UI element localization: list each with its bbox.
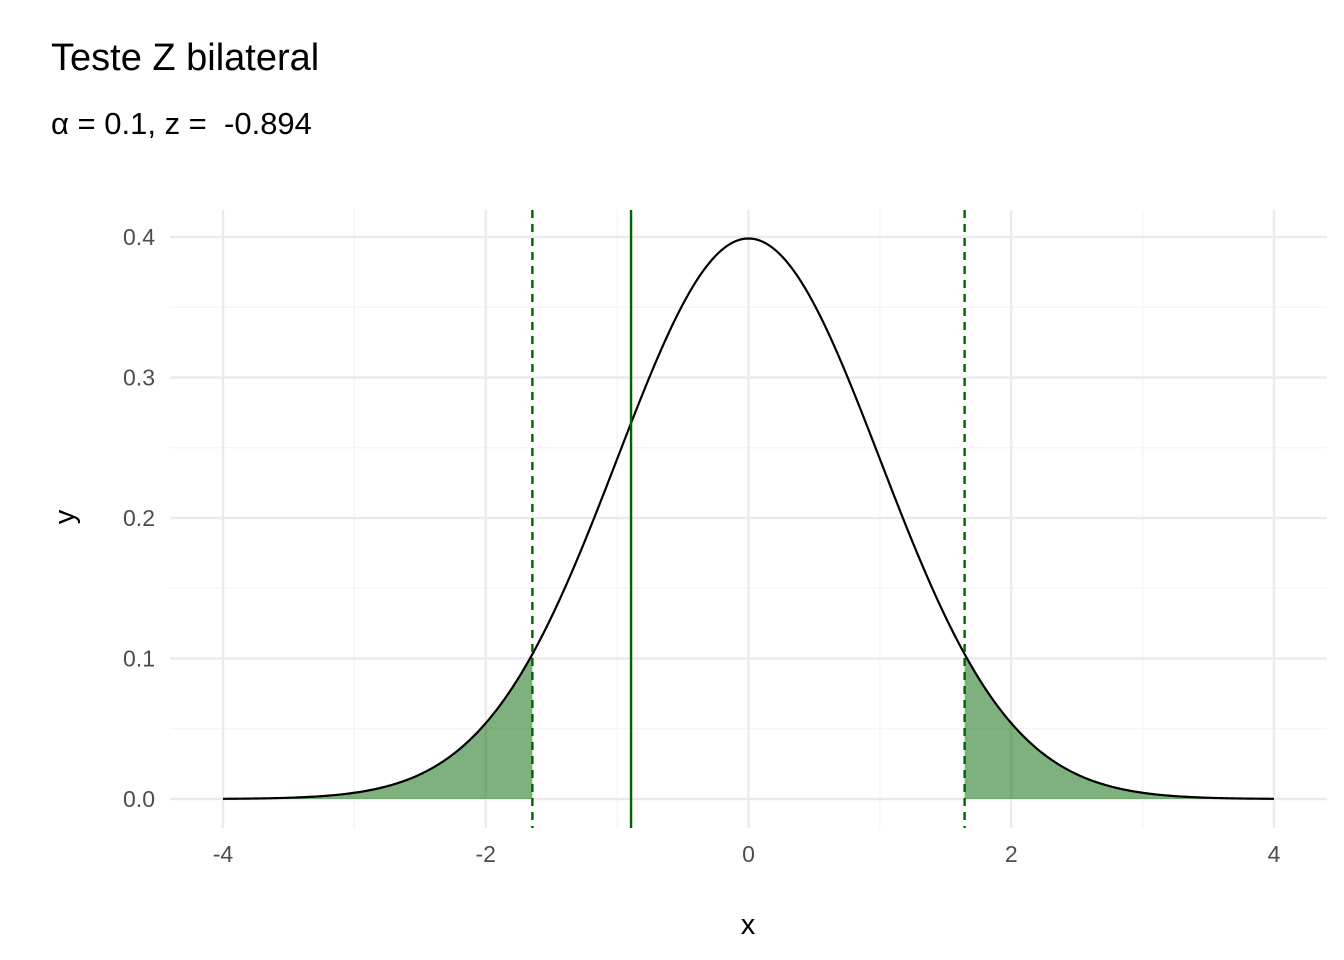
reference-lines — [531, 210, 966, 828]
density-curve-layer — [222, 237, 1275, 800]
density-curve — [222, 237, 1275, 800]
major-gridlines — [170, 210, 1327, 828]
x-axis-title: x — [741, 909, 756, 941]
chart-subtitle: α = 0.1, z = -0.894 — [51, 106, 312, 141]
x-tick-label: -2 — [476, 841, 496, 867]
x-tick-label: 0 — [742, 841, 755, 867]
y-tick-label: 0.3 — [123, 365, 155, 391]
rejection-regions — [223, 654, 1274, 799]
y-axis-ticks: 0.0 0.1 0.2 0.3 0.4 — [123, 224, 155, 812]
y-tick-label: 0.2 — [123, 505, 155, 531]
y-axis-title: y — [49, 509, 81, 524]
x-axis-ticks: -4 -2 0 2 4 — [213, 841, 1281, 867]
y-tick-label: 0.1 — [123, 646, 155, 672]
x-tick-label: 4 — [1268, 841, 1281, 867]
chart-title: Teste Z bilateral — [51, 37, 320, 79]
left-rejection-region — [223, 654, 533, 799]
y-tick-label: 0.4 — [123, 224, 155, 250]
x-tick-label: 2 — [1005, 841, 1018, 867]
right-rejection-region — [964, 654, 1274, 799]
y-tick-label: 0.0 — [123, 786, 155, 812]
x-tick-label: -4 — [213, 841, 234, 867]
